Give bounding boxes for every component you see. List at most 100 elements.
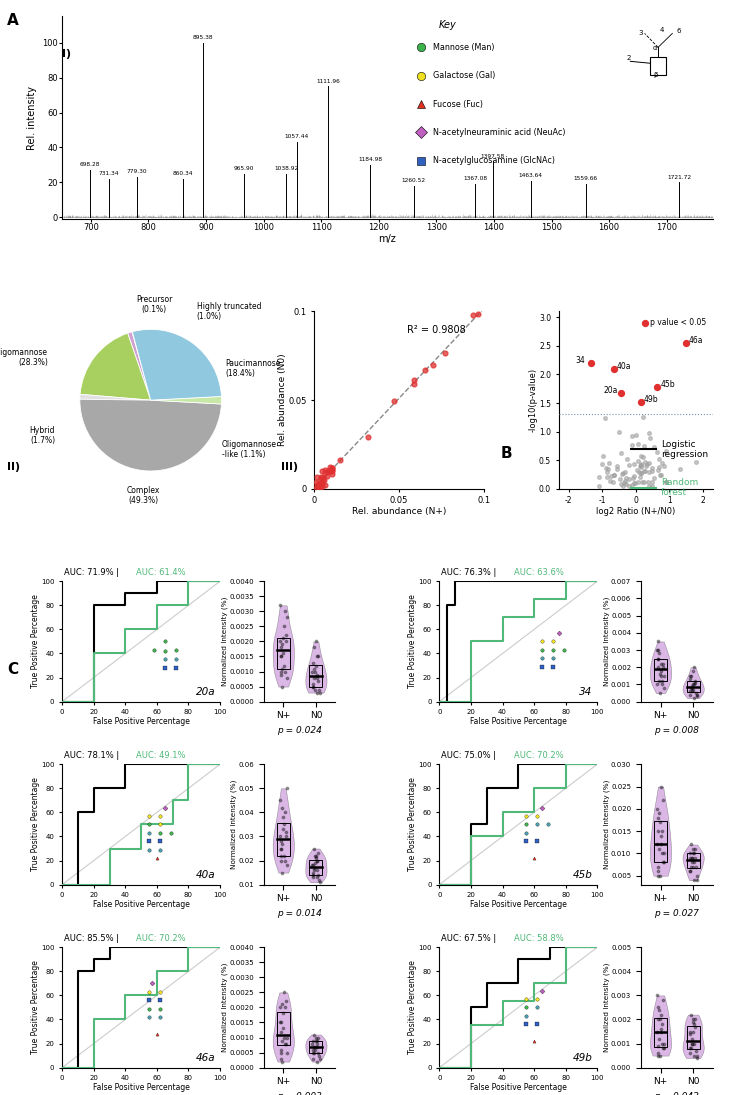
Point bbox=[653, 450, 664, 468]
Point bbox=[273, 597, 285, 614]
Point bbox=[307, 654, 319, 671]
Text: p = 0.027: p = 0.027 bbox=[654, 909, 700, 918]
Point bbox=[602, 460, 614, 477]
Point bbox=[276, 799, 287, 817]
Point bbox=[658, 792, 670, 809]
Text: 40a: 40a bbox=[196, 869, 216, 879]
Point bbox=[280, 828, 292, 845]
Point bbox=[605, 472, 616, 489]
Point bbox=[314, 684, 325, 702]
Text: Galactose (Gal): Galactose (Gal) bbox=[433, 71, 495, 80]
Point bbox=[613, 424, 625, 441]
Text: β: β bbox=[653, 72, 657, 78]
Point bbox=[585, 354, 596, 371]
Point bbox=[316, 473, 327, 491]
Point bbox=[636, 473, 648, 491]
Point bbox=[603, 454, 615, 472]
Point bbox=[652, 1047, 664, 1064]
Point bbox=[652, 1037, 664, 1054]
Point bbox=[311, 669, 322, 687]
Bar bbox=[686, 853, 700, 868]
Point bbox=[632, 473, 644, 491]
Text: p = 0.014: p = 0.014 bbox=[277, 909, 322, 918]
Point bbox=[275, 1041, 287, 1059]
Point bbox=[312, 475, 324, 493]
Point bbox=[638, 438, 650, 456]
Text: 49b: 49b bbox=[643, 395, 658, 404]
Text: Fucose (Fuc): Fucose (Fuc) bbox=[433, 100, 482, 108]
Point bbox=[281, 669, 292, 687]
Point bbox=[615, 384, 626, 402]
Point bbox=[652, 642, 664, 659]
Text: 731.34: 731.34 bbox=[99, 171, 119, 176]
Text: Mannose (Man): Mannose (Man) bbox=[433, 43, 494, 51]
Point bbox=[685, 679, 697, 696]
Point bbox=[319, 461, 330, 479]
Y-axis label: Normalized Intensity (%): Normalized Intensity (%) bbox=[603, 963, 610, 1052]
Point bbox=[653, 805, 664, 822]
Y-axis label: True Positive Percentage: True Positive Percentage bbox=[408, 777, 417, 872]
Point bbox=[612, 458, 624, 475]
Point bbox=[651, 800, 663, 818]
Point bbox=[326, 465, 338, 483]
Point bbox=[313, 474, 325, 492]
Point bbox=[311, 468, 323, 485]
Bar bbox=[277, 822, 289, 855]
Point bbox=[686, 849, 698, 866]
Point bbox=[684, 685, 696, 703]
Point bbox=[275, 1014, 287, 1031]
Point bbox=[439, 345, 451, 362]
Point bbox=[656, 1015, 668, 1033]
Point bbox=[690, 858, 702, 876]
Point bbox=[687, 1013, 699, 1030]
Text: I): I) bbox=[62, 49, 71, 59]
Legend: p value < 0.05: p value < 0.05 bbox=[640, 315, 709, 328]
Point bbox=[686, 679, 698, 696]
Text: 779.30: 779.30 bbox=[126, 170, 147, 174]
Text: 20a: 20a bbox=[196, 687, 216, 696]
Point bbox=[687, 858, 699, 876]
Point bbox=[680, 334, 692, 351]
Point bbox=[651, 642, 663, 659]
Point bbox=[651, 676, 662, 693]
Point bbox=[656, 667, 667, 684]
Point bbox=[420, 361, 431, 379]
Point bbox=[657, 854, 669, 872]
Point bbox=[686, 682, 697, 700]
Bar bbox=[686, 681, 700, 692]
Text: α: α bbox=[653, 45, 658, 51]
X-axis label: False Positive Percentage: False Positive Percentage bbox=[470, 900, 567, 909]
Point bbox=[279, 662, 291, 680]
Point bbox=[310, 1029, 322, 1047]
Point bbox=[688, 676, 700, 693]
Point bbox=[608, 466, 620, 484]
Point bbox=[275, 846, 287, 864]
Point bbox=[656, 672, 668, 690]
Point bbox=[601, 463, 613, 481]
Point bbox=[654, 1011, 666, 1028]
Point bbox=[315, 468, 327, 485]
Point bbox=[652, 809, 664, 827]
Point bbox=[684, 1039, 696, 1057]
Point bbox=[275, 852, 287, 869]
Point bbox=[314, 477, 326, 495]
Point bbox=[308, 840, 319, 857]
Point bbox=[688, 1047, 700, 1064]
Point bbox=[274, 633, 286, 650]
Text: 46a: 46a bbox=[689, 336, 703, 345]
Point bbox=[599, 410, 611, 427]
Point bbox=[648, 469, 660, 486]
Point bbox=[314, 874, 325, 891]
Point bbox=[310, 473, 322, 491]
Point bbox=[685, 1006, 697, 1024]
Wedge shape bbox=[151, 396, 221, 404]
Point bbox=[643, 464, 655, 482]
Point bbox=[658, 679, 670, 696]
Point bbox=[307, 864, 319, 881]
Point bbox=[646, 459, 658, 476]
Point bbox=[275, 1044, 287, 1061]
Point bbox=[637, 408, 649, 426]
Point bbox=[688, 658, 700, 676]
Point bbox=[308, 1026, 319, 1044]
Point bbox=[624, 457, 635, 474]
